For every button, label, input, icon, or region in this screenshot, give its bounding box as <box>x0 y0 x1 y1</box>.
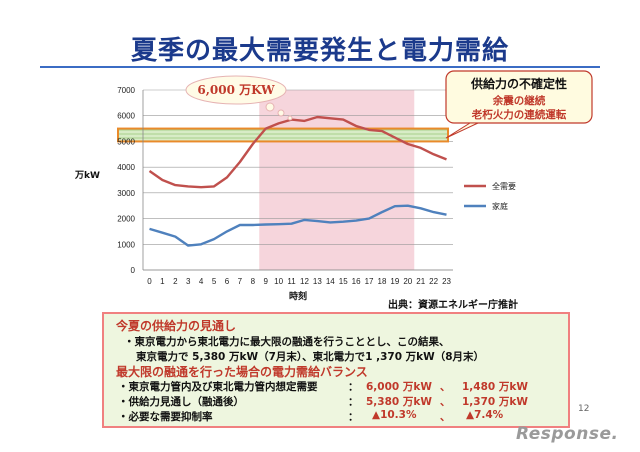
x-tick-label: 14 <box>326 277 335 286</box>
balance-value-tokyo: 5,380 万kW <box>366 396 432 408</box>
callout-bubble <box>277 109 285 117</box>
x-tick-label: 11 <box>287 277 296 286</box>
x-tick-label: 23 <box>442 277 451 286</box>
source-note: 出典：資源エネルギー庁推計 <box>388 300 518 311</box>
y-tick-label: 3000 <box>117 189 135 198</box>
x-tick-label: 7 <box>238 277 243 286</box>
y-tick-label: 6000 <box>117 112 135 121</box>
note-box <box>445 70 593 124</box>
x-tick-label: 21 <box>416 277 425 286</box>
x-tick-label: 3 <box>186 277 191 286</box>
y-tick-label: 0 <box>131 266 136 275</box>
peak-hours-region <box>259 90 415 270</box>
x-tick-label: 16 <box>352 277 361 286</box>
outlook-heading: 今夏の供給力の見通し <box>116 319 237 333</box>
balance-comma: 、 <box>440 396 451 408</box>
y-tick-label: 7000 <box>117 86 135 95</box>
legend-label: 家庭 <box>492 201 508 211</box>
note-pointer <box>445 122 479 139</box>
x-tick-label: 19 <box>390 277 399 286</box>
callout-label: 6,000 万KW <box>197 83 275 97</box>
y-tick-label: 1000 <box>117 240 135 249</box>
page-number: 12 <box>578 404 590 414</box>
y-axis-label: 万kW <box>74 170 100 181</box>
page-title: 夏季の最大需要発生と電力需給 <box>130 36 509 66</box>
outlook-line-1: ・東京電力から東北電力に最大限の融通を行うこととし、この結果、 <box>124 336 450 348</box>
balance-label: ・供給力見通し（融通後） <box>118 396 244 408</box>
x-tick-label: 22 <box>429 277 438 286</box>
outlook-box: 今夏の供給力の見通し ・東京電力から東北電力に最大限の融通を行うこととし、この結… <box>102 312 570 428</box>
x-tick-label: 18 <box>378 277 387 286</box>
balance-value-tohoku: ▲7.4% <box>466 409 504 421</box>
balance-value-tokyo: 6,000 万kW <box>366 381 432 393</box>
balance-sep: ： <box>348 396 359 408</box>
note-line: 余震の継続 <box>492 94 546 107</box>
x-tick-label: 2 <box>173 277 178 286</box>
balance-value-tokyo: ▲10.3% <box>372 409 417 421</box>
supply-capacity-band <box>117 127 449 143</box>
x-tick-label: 0 <box>147 277 152 286</box>
balance-heading: 最大限の融通を行った場合の電力需給バランス <box>116 365 368 379</box>
x-tick-label: 12 <box>300 277 309 286</box>
y-tick-label: 2000 <box>117 215 135 224</box>
response-logo: Response. <box>516 424 619 444</box>
x-tick-label: 4 <box>199 277 204 286</box>
outlook-line-2: 東京電力で 5,380 万kW（7月末）、東北電力で1 ,370 万kW（8月末… <box>136 351 485 363</box>
x-tick-label: 10 <box>274 277 283 286</box>
balance-sep: ： <box>348 411 359 423</box>
x-tick-label: 20 <box>403 277 412 286</box>
legend-label: 全需要 <box>492 181 516 191</box>
balance-label: ・東京電力管内及び東北電力管内想定需要 <box>118 381 318 393</box>
balance-comma: 、 <box>440 381 451 393</box>
x-tick-label: 15 <box>339 277 348 286</box>
y-tick-label: 5000 <box>117 137 135 146</box>
balance-label: ・必要な需要抑制率 <box>118 411 213 423</box>
balance-sep: ： <box>348 381 359 393</box>
note-line: 老朽火力の連続運転 <box>471 108 567 121</box>
balance-value-tohoku: 1,480 万kW <box>462 381 528 393</box>
x-axis-label: 時刻 <box>289 290 307 302</box>
title-underline <box>40 66 600 68</box>
y-tick-label: 4000 <box>117 163 135 172</box>
x-tick-label: 8 <box>251 277 256 286</box>
balance-value-tohoku: 1,370 万kW <box>462 396 528 408</box>
callout-bubble <box>265 102 275 112</box>
x-tick-label: 17 <box>365 277 374 286</box>
x-tick-label: 6 <box>225 277 230 286</box>
x-tick-label: 13 <box>313 277 322 286</box>
x-tick-label: 5 <box>212 277 217 286</box>
x-tick-label: 1 <box>160 277 165 286</box>
callout-bubble <box>287 115 293 121</box>
series-line-total-demand <box>148 115 447 189</box>
note-title: 供給力の不確定性 <box>470 76 567 91</box>
callout-cloud <box>185 75 287 105</box>
series-line-household <box>149 204 447 247</box>
balance-comma: 、 <box>440 411 451 423</box>
peak-demand-callout: 6,000 万KW <box>185 75 293 121</box>
x-tick-label: 9 <box>263 277 268 286</box>
